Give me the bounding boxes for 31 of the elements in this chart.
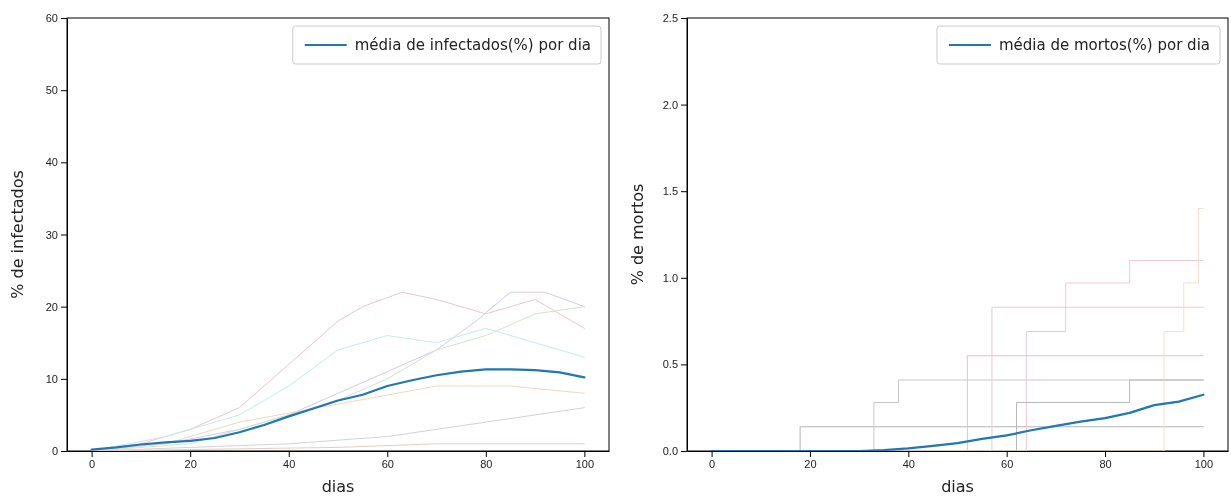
y-tick-label: 2.5 [662,12,678,25]
x-tick-label: 80 [480,457,493,470]
x-tick-label: 100 [1194,457,1214,470]
y-tick-label: 1.5 [662,185,678,198]
y-tick-label: 0 [51,445,58,458]
y-tick-label: 40 [45,156,58,169]
x-tick-label: 80 [1099,457,1112,470]
y-tick-label: 50 [45,84,58,97]
x-tick-label: 0 [709,457,716,470]
y-tick-label: 30 [45,228,58,241]
y-tick-label: 1.0 [662,271,678,284]
x-tick-label: 20 [184,457,197,470]
x-tick-label: 100 [575,457,595,470]
y-tick-label: 10 [45,372,58,385]
x-tick-label: 40 [902,457,915,470]
y-tick-label: 60 [45,12,58,25]
x-tick-label: 20 [804,457,817,470]
x-tick-label: 0 [89,457,96,470]
y-axis-title: % de infectados [8,170,27,299]
y-tick-label: 2.0 [662,98,678,111]
x-axis-title: dias [321,477,355,496]
x-tick-label: 40 [283,457,296,470]
legend-label: média de infectados(%) por dia [354,36,591,54]
y-tick-label: 0.0 [662,445,678,458]
legend-label: média de mortos(%) por dia [998,36,1210,54]
x-axis-title: dias [941,477,974,496]
x-tick-label: 60 [381,457,394,470]
y-axis-title: % de mortos [628,183,647,286]
y-tick-label: 20 [45,300,58,313]
y-tick-label: 0.5 [662,358,678,371]
x-tick-label: 60 [1001,457,1014,470]
